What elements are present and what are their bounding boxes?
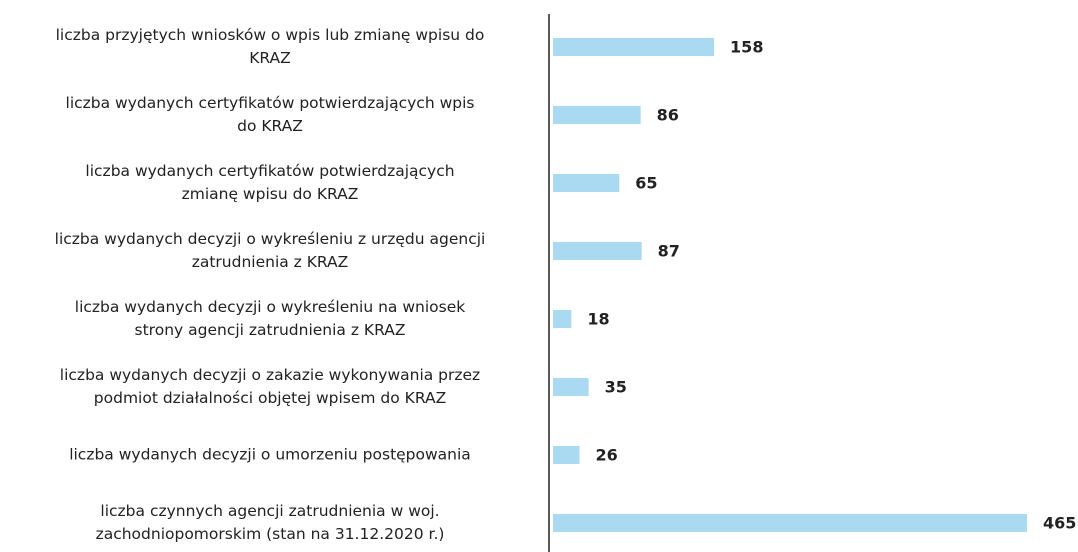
data-label: 26 — [596, 446, 618, 465]
bar — [553, 514, 1027, 532]
data-label: 65 — [635, 174, 657, 193]
bar — [553, 310, 572, 328]
category-label: liczba wydanych decyzji o wykreśleniu na… — [74, 298, 466, 339]
category-label: liczba wydanych certyfikatów potwierdzaj… — [65, 94, 475, 135]
category-label: liczba wydanych certyfikatów potwierdzaj… — [85, 162, 455, 203]
category-label: liczba wydanych decyzji o wykreśleniu z … — [54, 230, 486, 271]
bar — [553, 378, 589, 396]
data-label: 18 — [587, 310, 609, 329]
bar — [553, 242, 642, 260]
bar — [553, 446, 580, 464]
category-label: liczba wydanych decyzji o umorzeniu post… — [69, 445, 471, 464]
data-label: 86 — [657, 106, 679, 125]
data-label: 87 — [658, 242, 680, 261]
bar — [553, 38, 715, 56]
category-label: liczba przyjętych wniosków o wpis lub zm… — [55, 26, 485, 67]
data-label: 465 — [1043, 514, 1076, 533]
bar — [553, 174, 620, 192]
category-label: liczba czynnych agencji zatrudnienia w w… — [95, 502, 445, 543]
data-label: 158 — [730, 38, 763, 57]
data-label: 35 — [605, 378, 627, 397]
category-label: liczba wydanych decyzji o zakazie wykony… — [59, 366, 481, 407]
bar — [553, 106, 641, 124]
